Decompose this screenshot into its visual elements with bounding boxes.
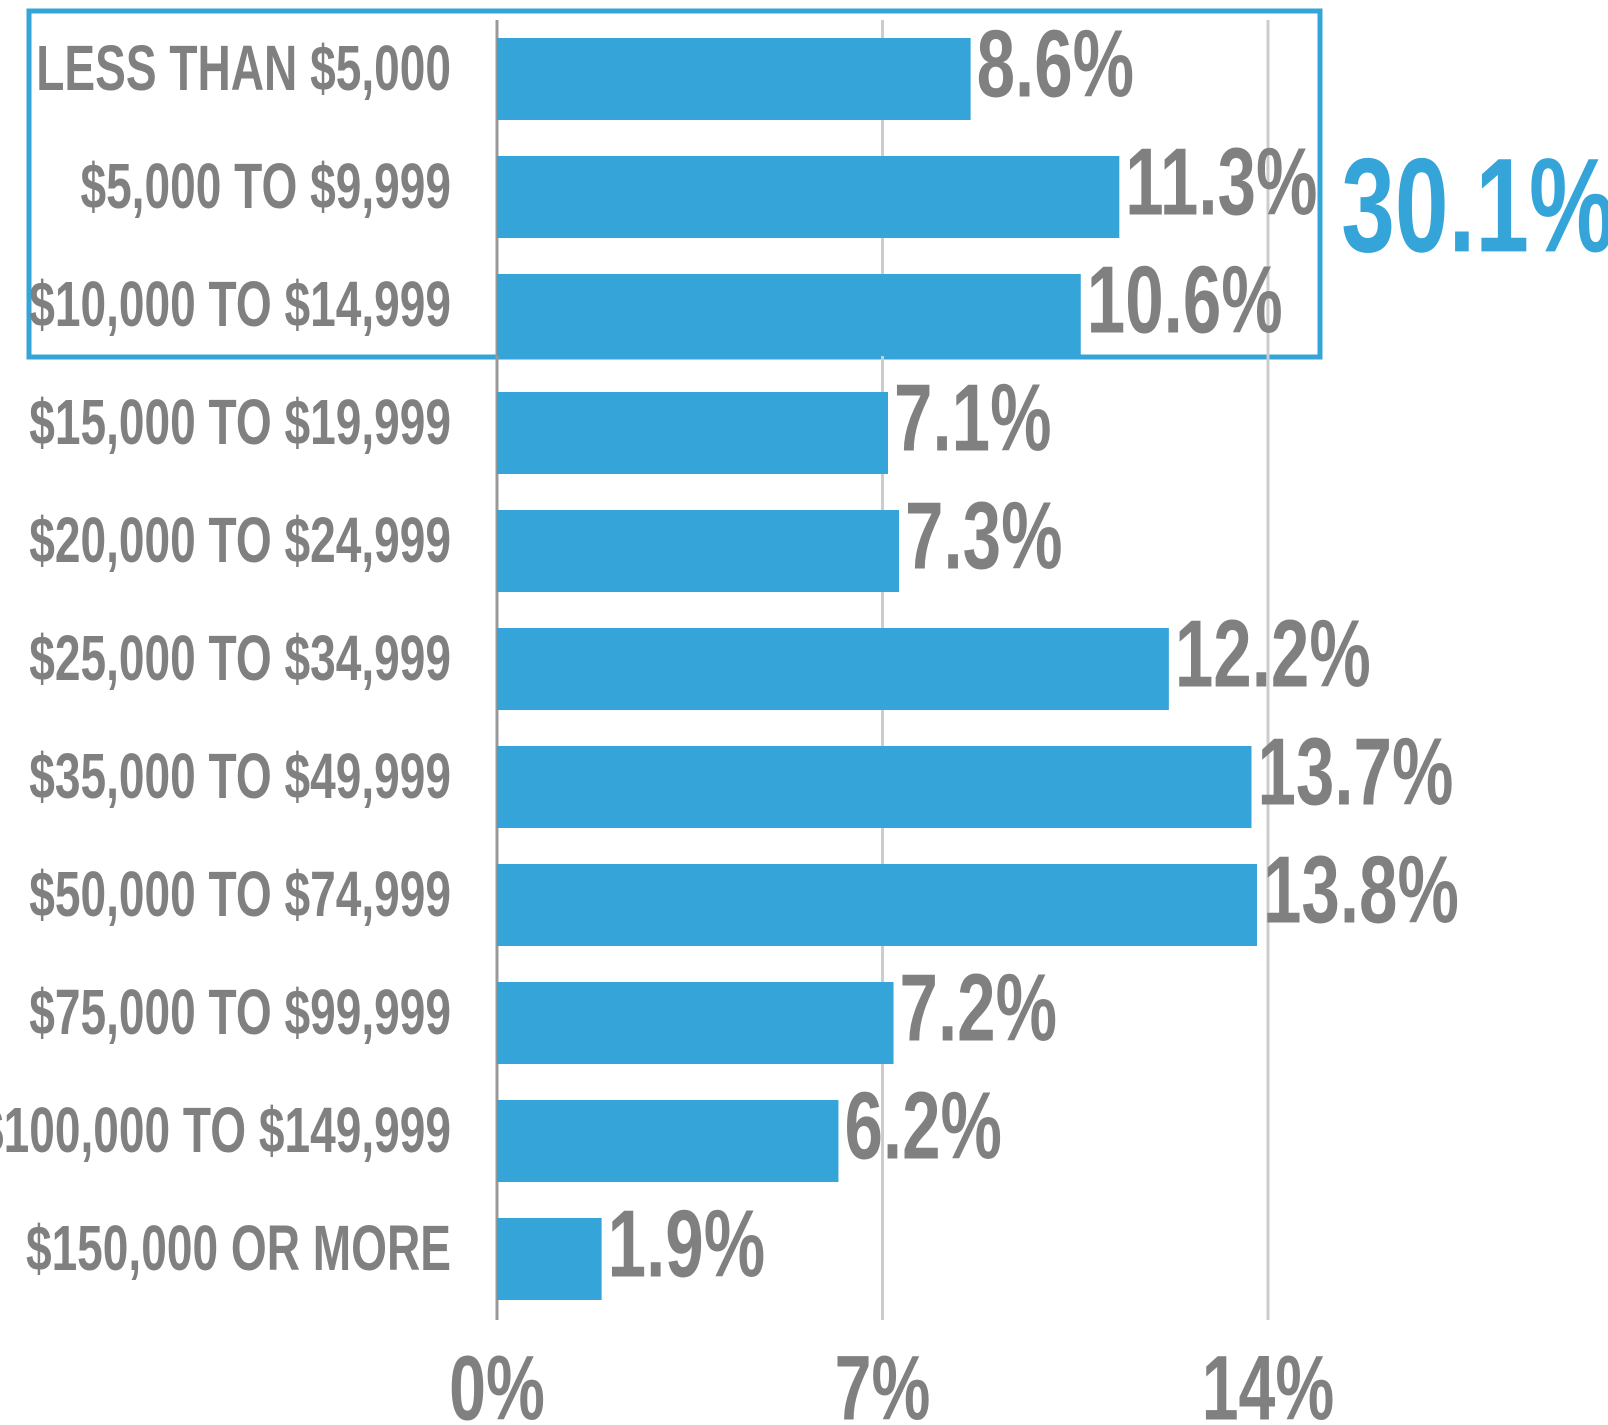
value-label: 1.9% xyxy=(608,1189,766,1297)
bar xyxy=(497,1218,602,1300)
y-tick-label: $20,000 TO $24,999 xyxy=(29,505,451,576)
y-tick-label: $150,000 OR MORE xyxy=(26,1213,451,1284)
x-tick-label: 7% xyxy=(835,1336,931,1425)
y-tick-label: LESS THAN $5,000 xyxy=(36,33,451,104)
annotation: 30.1% xyxy=(1341,130,1608,280)
highlight-box xyxy=(26,8,1323,360)
value-label: 11.3% xyxy=(1125,127,1317,235)
value-label: 13.7% xyxy=(1257,717,1453,825)
bar xyxy=(497,746,1252,828)
x-tick-label: 14% xyxy=(1202,1336,1335,1425)
bar xyxy=(497,628,1169,710)
value-label: 13.8% xyxy=(1263,835,1459,943)
y-tick-label: $75,000 TO $99,999 xyxy=(29,977,451,1048)
bar xyxy=(497,510,900,592)
y-tick-label: $10,000 TO $14,999 xyxy=(29,269,451,340)
bar xyxy=(497,156,1120,238)
bar xyxy=(497,274,1081,356)
bar xyxy=(497,392,889,474)
value-label: 8.6% xyxy=(977,9,1135,117)
bar xyxy=(497,982,894,1064)
y-tick-label: $100,000 TO $149,999 xyxy=(0,1095,451,1166)
x-tick-label: 0% xyxy=(449,1336,545,1425)
y-tick-label: $25,000 TO $34,999 xyxy=(29,623,451,694)
bar xyxy=(497,1100,839,1182)
value-label: 6.2% xyxy=(844,1071,1002,1179)
y-tick-label: $35,000 TO $49,999 xyxy=(29,741,451,812)
value-label: 12.2% xyxy=(1175,599,1371,707)
value-label: 7.3% xyxy=(905,481,1063,589)
y-tick-label: $15,000 TO $19,999 xyxy=(29,387,451,458)
y-tick-label: $50,000 TO $74,999 xyxy=(29,859,451,930)
value-label: 7.1% xyxy=(894,363,1052,471)
bar xyxy=(497,38,971,120)
value-label: 10.6% xyxy=(1087,245,1283,353)
bar xyxy=(497,864,1257,946)
value-label: 7.2% xyxy=(900,953,1058,1061)
y-tick-label: $5,000 TO $9,999 xyxy=(80,151,451,222)
